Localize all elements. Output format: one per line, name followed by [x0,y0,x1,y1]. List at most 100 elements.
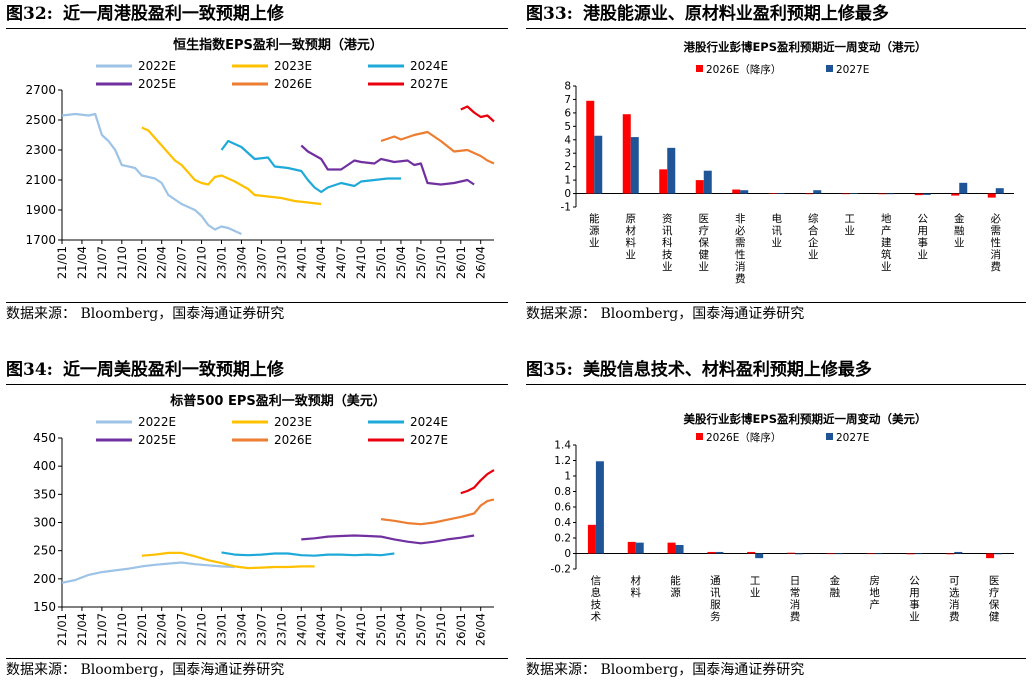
x-tick-label: 23/04 [234,246,248,279]
legend-label: 2027E [836,64,869,76]
bar-bar_2026E-地产建筑业 [878,193,887,195]
category-label: 医疗保健业 [699,213,710,273]
x-tick-label: 25/10 [434,246,448,279]
bar-bar_2027E-房地产 [874,553,883,555]
panel-hk-eps-line: 图32: 近一周港股盈利一致预期上修 恒生指数EPS盈利一致预期（港元） 2022E… [6,2,508,327]
figure-title: 图33: 港股能源业、原材料业盈利预期上修最多 [526,2,1026,29]
x-tick-label: 22/07 [175,246,189,279]
y-tick-label: 8 [564,81,571,93]
x-tick-label: 22/07 [175,613,189,646]
x-tick-label: 25/10 [434,613,448,646]
series-line-2022E [61,112,242,236]
bar-bar_2027E-必需性消费 [995,188,1004,194]
x-tick-label: 26/04 [474,613,488,646]
bar-bar_2026E-通讯服务 [707,551,716,554]
bar-bar_2026E-非必需性消费 [732,189,741,194]
y-tick-label: 5 [564,121,571,133]
series-line-2025E [301,534,475,545]
category-label: 公用事业 [909,575,920,623]
us-eps-line-chart: 标普500 EPS盈利一致预期（美元） 2022E 2023E 2024E 2025E 2… [33,393,495,646]
bar-bar_2027E-金融业 [959,182,968,194]
y-tick-label: 2 [564,161,571,173]
category-label: 信息技术 [591,575,602,623]
y-tick-label: 1 [564,175,571,187]
y-tick-label: 0 [564,548,571,560]
x-tick-label: 25/04 [394,246,408,279]
x-tick-label: 23/01 [215,613,229,646]
bar-bar_2026E-金融 [826,553,835,555]
x-tick-label: 25/07 [414,613,428,646]
bar-bar_2026E-金融业 [951,193,960,196]
bar-bar_2027E-工业 [755,553,764,559]
category-label: 原材料业 [626,213,637,261]
bar-bar_2027E-公用事业 [922,193,931,195]
series-line-2027E [460,105,495,123]
x-tick-label: 24/04 [314,613,328,646]
bar-bar_2026E-医疗保健业 [695,180,704,194]
series-line-2024E [221,551,395,557]
category-label: 地产建筑业 [881,212,892,273]
bar-bar_2027E-材料 [635,542,644,554]
bar-bar_2026E-日常消费 [787,552,795,554]
x-tick-label: 25/01 [374,613,388,646]
series-line-2022E [61,561,235,584]
legend-swatch [696,65,703,72]
x-tick-label: 24/01 [294,246,308,279]
bar-bar_2027E-非必需性消费 [740,190,749,194]
y-tick-label: 200 [33,572,56,586]
panel-us-sector-bar: 图35: 美股信息技术、材料盈利预期上修最多 美股行业彭博EPS盈利预期近一周变动… [526,358,1026,683]
bar-bar_2027E-资讯科技业 [667,147,676,194]
chart-title: 港股行业彭博EPS盈利预期近一周变动（港元） [683,40,926,54]
hk-sector-bar-chart: 港股行业彭博EPS盈利预期近一周变动（港元） 2026E（降序） 2027E -1 01… [561,40,1014,285]
y-tick-label: -1 [561,202,571,214]
x-tick-label: 24/04 [314,246,328,279]
x-tick-label: 24/01 [294,613,308,646]
legend-label: 2024E [410,59,448,73]
bar-bar_2027E-地产建筑业 [886,193,895,195]
legend-label: 2025E [138,433,176,447]
legend-label: 2026E（降序） [706,431,781,444]
category-label: 通讯服务 [710,575,721,623]
legend-label: 2026E（降序） [706,63,781,76]
y-tick-label: 1.2 [554,455,571,467]
us-sector-bar-chart: 美股行业彭博EPS盈利预期近一周变动（美元） 2026E（降序） 2027E -0.2… [551,412,1014,623]
bar-bar_2026E-可选消费 [946,553,955,555]
bar-bar_2027E-可选消费 [954,551,963,554]
source-note: 数据来源： Bloomberg，国泰海通证券研究 [526,658,1026,681]
bar-bar_2026E-必需性消费 [987,193,996,198]
x-tick-label: 24/07 [334,613,348,646]
legend-label: 2022E [138,415,176,429]
bar-bar_2027E-能源业 [594,135,603,194]
category-label: 非必需性消费 [735,213,746,285]
panel-hk-sector-bar: 图33: 港股能源业、原材料业盈利预期上修最多 港股行业彭博EPS盈利预期近一周变… [526,2,1026,327]
x-tick-label: 21/01 [55,613,69,646]
x-tick-label: 26/01 [454,613,468,646]
y-tick-label: 400 [33,459,56,473]
category-label: 综合企业 [808,212,819,261]
x-tick-label: 22/10 [195,613,209,646]
x-tick-label: 23/07 [254,613,268,646]
legend-swatch [696,433,703,440]
bar-bar_2027E-通讯服务 [715,551,724,554]
bar-bar_2026E-材料 [627,541,636,554]
figure-title: 图35: 美股信息技术、材料盈利预期上修最多 [526,358,1026,385]
category-label: 金融业 [954,212,965,249]
y-tick-label: 7 [564,94,571,106]
x-tick-label: 26/04 [474,246,488,279]
category-label: 工业 [750,575,761,599]
y-tick-label: 450 [33,431,56,445]
bar-bar_2026E-能源业 [586,100,595,194]
x-tick-label: 24/10 [354,246,368,279]
y-tick-label: 1700 [25,233,56,247]
y-tick-label: 350 [33,487,56,501]
chart-title: 美股行业彭博EPS盈利预期近一周变动（美元） [683,412,926,426]
bar-bar_2027E-综合企业 [813,190,822,194]
category-label: 能源 [670,574,681,599]
bar-bar_2026E-公用事业 [914,193,923,196]
bar-bar_2027E-原材料业 [630,137,639,194]
x-tick-label: 21/04 [75,246,89,279]
y-tick-label: 250 [33,544,56,558]
legend-label: 2027E [836,432,869,444]
bar-bar_2026E-房地产 [866,553,875,555]
chart-title: 标普500 EPS盈利一致预期（美元） [169,393,385,409]
